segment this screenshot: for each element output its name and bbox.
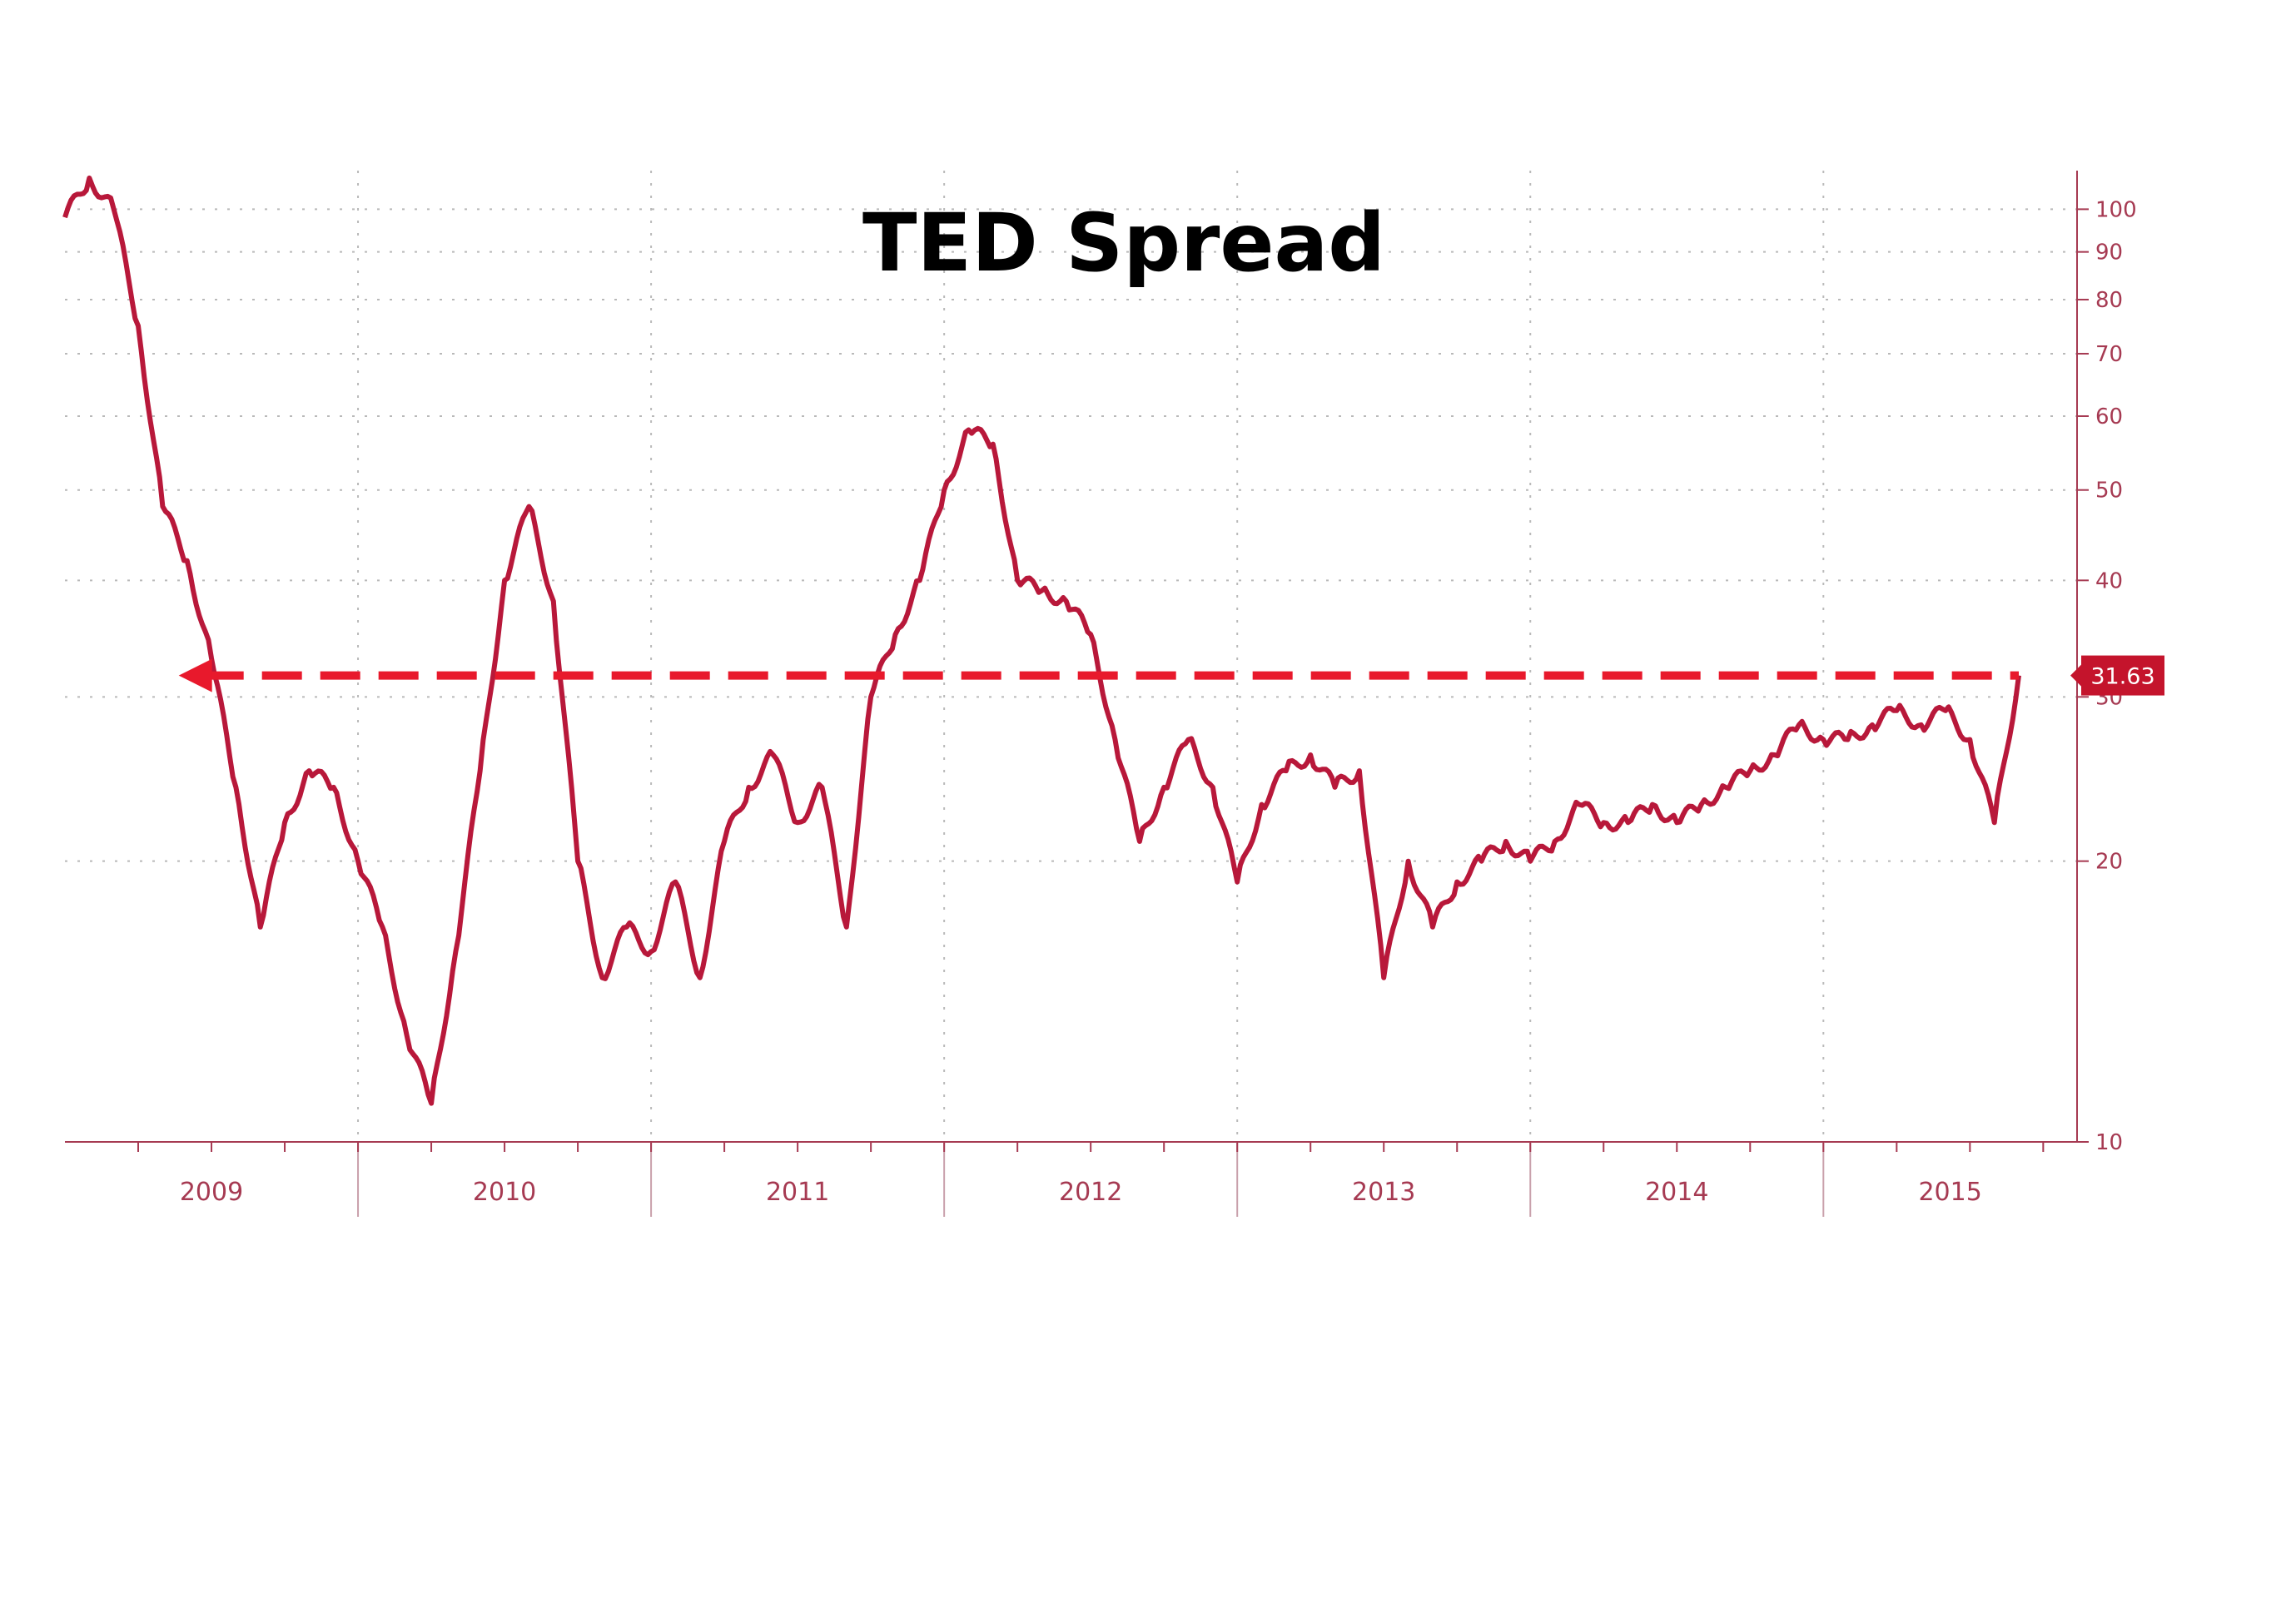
last-value-label: 31.63 bbox=[2090, 664, 2154, 690]
y-tick-label: 100 bbox=[2095, 197, 2137, 222]
x-tick-label: 2009 bbox=[180, 1178, 243, 1207]
x-tick-label: 2014 bbox=[1645, 1178, 1708, 1207]
x-tick-label: 2012 bbox=[1059, 1178, 1122, 1207]
y-tick-label: 70 bbox=[2095, 342, 2123, 367]
y-tick-label: 50 bbox=[2095, 479, 2123, 504]
y-tick-label: 40 bbox=[2095, 568, 2123, 593]
x-axis: 2009 2010 2011 2012 2013 2014 2015 bbox=[65, 1141, 2077, 1217]
x-tick-label: 2011 bbox=[766, 1178, 829, 1207]
y-tick-label: 20 bbox=[2095, 850, 2123, 875]
x-tick-label: 2015 bbox=[1918, 1178, 1981, 1207]
y-tick-label: 80 bbox=[2095, 288, 2123, 313]
callout-pointer bbox=[2070, 663, 2082, 687]
reference-arrowhead bbox=[178, 658, 212, 692]
y-tick-label: 60 bbox=[2095, 404, 2123, 429]
reference-line: 31.63 bbox=[178, 655, 2164, 696]
last-value-callout bbox=[2081, 655, 2164, 696]
series-line bbox=[62, 175, 2021, 1106]
grid-lines bbox=[65, 171, 2077, 1143]
chart-title: TED Spread bbox=[862, 196, 1385, 290]
y-tick-label: 90 bbox=[2095, 241, 2123, 266]
y-tick-label: 10 bbox=[2095, 1130, 2123, 1155]
x-tick-label: 2010 bbox=[473, 1178, 536, 1207]
x-tick-label: 2013 bbox=[1352, 1178, 1415, 1207]
